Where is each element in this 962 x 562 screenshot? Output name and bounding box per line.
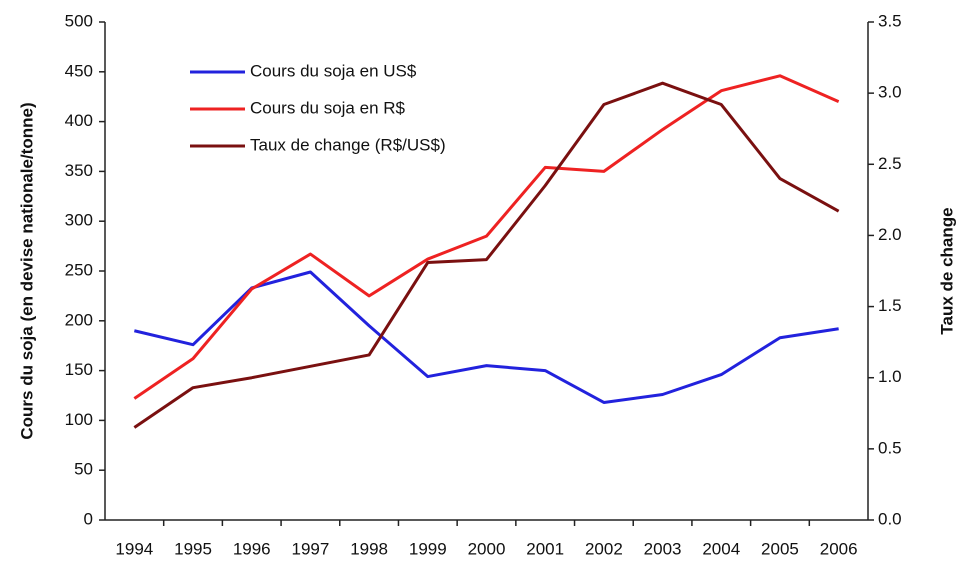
y-tick-label: 250 <box>65 260 93 279</box>
y-tick-label: 400 <box>65 111 93 130</box>
x-tick-label: 1997 <box>292 539 330 558</box>
y-axis-title: Cours du soja (en devise nationale/tonne… <box>17 102 36 439</box>
y-tick-label: 200 <box>65 310 93 329</box>
y2-tick-label: 2.5 <box>878 154 902 173</box>
y-tick-label: 500 <box>65 11 93 30</box>
x-tick-label: 2003 <box>644 539 682 558</box>
y2-tick-label: 2.0 <box>878 225 902 244</box>
y2-tick-label: 1.0 <box>878 367 902 386</box>
x-tick-label: 1998 <box>350 539 388 558</box>
y-tick-label: 0 <box>84 509 93 528</box>
y-tick-label: 350 <box>65 161 93 180</box>
x-tick-label: 2006 <box>820 539 858 558</box>
y2-tick-label: 0.0 <box>878 509 902 528</box>
line-series <box>133 270 839 404</box>
legend-label: Cours du soja en US$ <box>250 61 417 80</box>
x-tick-label: 2000 <box>468 539 506 558</box>
y2-tick-label: 0.5 <box>878 438 902 457</box>
legend-label: Taux de change (R$/US$) <box>250 135 446 154</box>
x-tick-label: 2001 <box>526 539 564 558</box>
x-tick-label: 2005 <box>761 539 799 558</box>
y-tick-label: 150 <box>65 360 93 379</box>
y-tick-label: 450 <box>65 61 93 80</box>
x-tick-label: 1994 <box>115 539 153 558</box>
y2-axis-title: Taux de change <box>937 207 956 334</box>
x-tick-label: 1996 <box>233 539 271 558</box>
x-tick-label: 1999 <box>409 539 447 558</box>
line-series <box>133 74 840 400</box>
line-series <box>133 81 840 429</box>
y2-tick-label: 3.0 <box>878 83 902 102</box>
y-tick-label: 100 <box>65 410 93 429</box>
y2-tick-label: 3.5 <box>878 11 902 30</box>
y-tick-label: 300 <box>65 211 93 230</box>
y-tick-label: 50 <box>74 460 93 479</box>
legend-label: Cours du soja en R$ <box>250 98 406 117</box>
x-tick-label: 2004 <box>702 539 740 558</box>
x-tick-label: 1995 <box>174 539 212 558</box>
x-tick-label: 2002 <box>585 539 623 558</box>
y2-tick-label: 1.5 <box>878 296 902 315</box>
